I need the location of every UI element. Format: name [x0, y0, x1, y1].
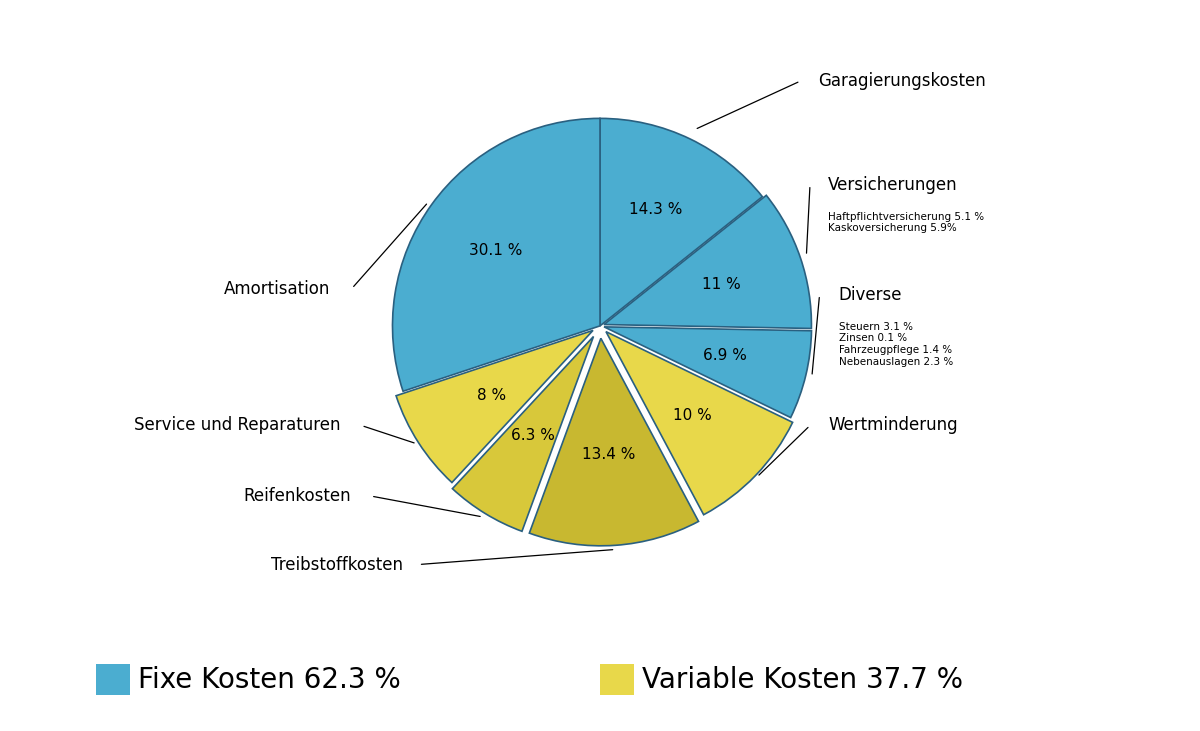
Text: 6.9 %: 6.9 % [703, 349, 748, 363]
Text: Service und Reparaturen: Service und Reparaturen [134, 417, 341, 434]
Text: 14.3 %: 14.3 % [629, 202, 683, 218]
Text: 30.1 %: 30.1 % [469, 243, 522, 258]
Text: Steuern 3.1 %
Zinsen 0.1 %
Fahrzeugpflege 1.4 %
Nebenauslagen 2.3 %: Steuern 3.1 % Zinsen 0.1 % Fahrzeugpfleg… [839, 322, 953, 366]
Text: Treibstoffkosten: Treibstoffkosten [271, 556, 403, 574]
Text: 10 %: 10 % [673, 408, 712, 423]
Text: 13.4 %: 13.4 % [582, 447, 636, 462]
Wedge shape [604, 195, 811, 328]
Wedge shape [606, 332, 793, 515]
Text: Garagierungskosten: Garagierungskosten [818, 72, 985, 90]
Wedge shape [529, 338, 698, 546]
Text: Haftpflichtversicherung 5.1 %
Kaskoversicherung 5.9%: Haftpflichtversicherung 5.1 % Kaskoversi… [828, 212, 984, 233]
Text: Versicherungen: Versicherungen [828, 175, 958, 194]
Text: Variable Kosten 37.7 %: Variable Kosten 37.7 % [642, 666, 964, 694]
Text: 8 %: 8 % [478, 388, 506, 403]
Text: Amortisation: Amortisation [224, 279, 330, 298]
Wedge shape [604, 327, 811, 417]
Wedge shape [452, 336, 594, 531]
Wedge shape [600, 118, 762, 326]
Wedge shape [396, 330, 593, 482]
Text: Wertminderung: Wertminderung [828, 417, 958, 434]
Text: Reifenkosten: Reifenkosten [244, 487, 350, 505]
Text: Diverse: Diverse [839, 286, 902, 304]
Text: 6.3 %: 6.3 % [511, 428, 554, 443]
Text: 11 %: 11 % [702, 277, 742, 292]
Text: Fixe Kosten 62.3 %: Fixe Kosten 62.3 % [138, 666, 401, 694]
Wedge shape [392, 118, 600, 391]
